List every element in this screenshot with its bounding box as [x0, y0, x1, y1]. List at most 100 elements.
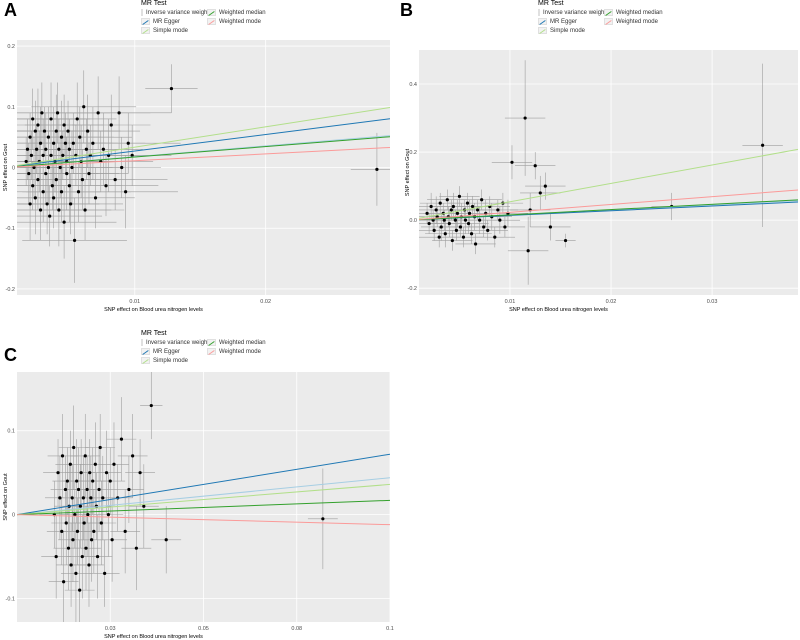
regression-line	[17, 107, 390, 166]
data-point	[57, 147, 61, 151]
data-point	[761, 143, 765, 147]
data-point	[123, 529, 127, 533]
legend-key-icon	[604, 9, 613, 16]
scatter-chart-b: 0.01 0.02 0.03 -0.2 0.0 0.2 0.4 SNP effect on B…	[405, 50, 798, 313]
legend-entry: Weighted mode	[207, 348, 269, 355]
data-point	[97, 487, 101, 492]
data-point	[55, 111, 60, 115]
data-point	[434, 208, 438, 212]
data-point	[478, 218, 482, 222]
data-point	[76, 190, 81, 194]
legend-key-icon	[141, 348, 150, 355]
panel-label-a: A	[4, 0, 17, 20]
data-point	[86, 513, 90, 517]
legend-key-icon	[604, 18, 613, 25]
data-point	[66, 129, 70, 133]
data-point	[71, 538, 75, 542]
data-point	[60, 529, 64, 533]
plot-area	[17, 64, 390, 283]
data-point	[523, 116, 527, 120]
regression-line	[17, 118, 390, 167]
data-point	[29, 153, 33, 157]
regression-line	[17, 453, 390, 516]
legend-label: MR Egger	[153, 18, 181, 25]
data-point	[36, 123, 40, 127]
data-point	[447, 221, 451, 226]
data-point	[88, 471, 92, 475]
data-point	[78, 135, 82, 139]
data-point	[65, 479, 69, 483]
data-point	[58, 496, 62, 500]
legend-title: MR Test	[141, 330, 167, 337]
legend-entry: Simple mode	[141, 357, 203, 364]
data-point	[41, 190, 45, 194]
legend-label: Weighted mode	[219, 348, 261, 355]
data-point	[461, 235, 466, 239]
data-point	[74, 571, 78, 575]
data-point	[469, 232, 474, 236]
data-point	[45, 202, 49, 206]
data-point	[526, 249, 530, 253]
data-point	[76, 487, 81, 492]
data-point	[32, 165, 36, 170]
data-point	[437, 235, 441, 239]
x-tick-label: 0.01	[129, 299, 140, 305]
y-tick-label: 0.4	[409, 82, 417, 88]
data-point	[548, 225, 552, 229]
legend-label: Weighted median	[219, 339, 266, 346]
legend-key-icon	[141, 27, 150, 34]
data-point	[101, 147, 105, 151]
legend-entry: Weighted mode	[207, 18, 269, 25]
data-point	[98, 445, 102, 450]
data-point	[68, 462, 72, 466]
data-point	[96, 111, 100, 115]
data-point	[496, 208, 500, 212]
legend-c: MR Test Inverse variance weighted Weighted…	[141, 330, 269, 364]
legend-label: MR Egger	[550, 18, 578, 25]
regression-line	[17, 514, 390, 526]
data-point	[54, 554, 58, 559]
data-point	[28, 135, 32, 139]
data-point	[35, 147, 39, 151]
data-point	[56, 471, 60, 475]
data-point	[31, 117, 35, 121]
legend-key-icon	[207, 9, 216, 16]
x-tick-label: 0.01	[505, 299, 516, 305]
data-point	[443, 232, 447, 236]
data-point	[109, 123, 113, 127]
data-point	[103, 571, 107, 575]
data-point	[454, 228, 458, 232]
data-point	[450, 238, 454, 243]
data-point	[81, 496, 85, 500]
plot-background	[419, 50, 798, 295]
data-point	[538, 191, 542, 195]
y-tick-label: 0	[12, 166, 15, 172]
data-point	[92, 529, 96, 533]
panel-label-c: C	[4, 345, 17, 365]
data-point	[62, 580, 66, 584]
legend-key-icon	[538, 9, 540, 16]
data-point	[126, 141, 130, 145]
data-point	[439, 225, 443, 229]
data-point	[321, 517, 325, 521]
data-point	[486, 228, 490, 232]
data-point	[432, 228, 436, 232]
data-point	[75, 117, 79, 121]
y-tick-label: -0.2	[6, 287, 15, 293]
regression-line	[17, 477, 390, 516]
regression-line	[419, 199, 798, 221]
regression-line	[419, 189, 798, 220]
plot-area	[419, 60, 798, 285]
legend-label: Inverse variance weighted	[146, 9, 216, 16]
data-point	[58, 165, 62, 170]
data-point	[31, 184, 35, 188]
legend-label: Simple mode	[153, 357, 189, 364]
data-point	[429, 204, 433, 209]
data-point	[543, 184, 547, 188]
data-point	[473, 242, 478, 246]
data-point	[54, 178, 58, 182]
data-point	[87, 171, 91, 176]
panel-label-b: B	[400, 0, 413, 20]
data-point	[40, 111, 44, 115]
x-tick-label: 0.02	[606, 299, 617, 305]
